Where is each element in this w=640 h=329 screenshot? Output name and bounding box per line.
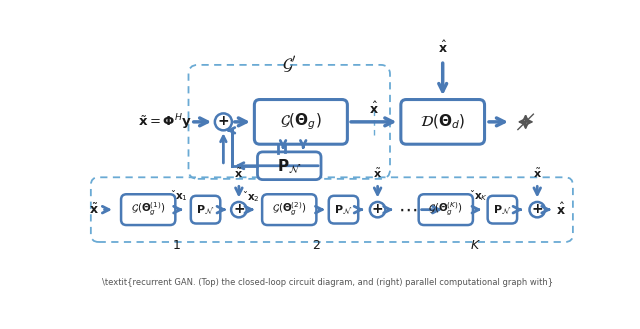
Text: $\mathbf{P}_{\mathcal{N}}$: $\mathbf{P}_{\mathcal{N}}$ [334,203,353,216]
Text: +: + [233,202,244,216]
Text: $\hat{\mathbf{x}}$: $\hat{\mathbf{x}}$ [369,101,379,117]
FancyBboxPatch shape [191,196,220,223]
Text: 2: 2 [312,239,320,252]
Text: $\mathcal{D}(\mathbf{\Theta}_d)$: $\mathcal{D}(\mathbf{\Theta}_d)$ [420,113,465,131]
Text: $\mathcal{G}(\mathbf{\Theta}_g)$: $\mathcal{G}(\mathbf{\Theta}_g)$ [280,112,322,132]
Text: $K$: $K$ [470,239,481,252]
FancyBboxPatch shape [401,100,484,144]
Text: $\check{\mathbf{x}}_1$: $\check{\mathbf{x}}_1$ [171,189,188,204]
Text: $\mathbf{P}_{\mathcal{N}}$: $\mathbf{P}_{\mathcal{N}}$ [493,203,511,216]
Text: $\tilde{\mathbf{x}}$: $\tilde{\mathbf{x}}$ [234,166,243,180]
FancyBboxPatch shape [329,196,358,223]
Text: $\hat{\mathbf{x}}$: $\hat{\mathbf{x}}$ [556,202,566,218]
Text: $\mathcal{G}(\mathbf{\Theta}_g^{(1)})$: $\mathcal{G}(\mathbf{\Theta}_g^{(1)})$ [131,201,166,218]
Text: 1: 1 [173,239,181,252]
Text: $\cdots$: $\cdots$ [397,200,417,219]
FancyBboxPatch shape [419,194,473,225]
Text: $\mathcal{G}(\mathbf{\Theta}_g^{(K)})$: $\mathcal{G}(\mathbf{\Theta}_g^{(K)})$ [428,201,463,218]
FancyBboxPatch shape [121,194,175,225]
Text: +: + [372,202,383,216]
Text: $\tilde{\mathbf{x}}$: $\tilde{\mathbf{x}}$ [90,202,99,217]
FancyBboxPatch shape [488,196,517,223]
Text: $\tilde{\mathbf{x}}$: $\tilde{\mathbf{x}}$ [532,166,541,180]
Text: $\tilde{\mathbf{x}} = \mathbf{\Phi}^H\mathbf{y}$: $\tilde{\mathbf{x}} = \mathbf{\Phi}^H\ma… [138,112,192,132]
Text: $\mathbf{P}_{\mathcal{N}}$: $\mathbf{P}_{\mathcal{N}}$ [277,157,301,175]
FancyBboxPatch shape [262,194,316,225]
Text: +: + [531,202,543,216]
Text: $\mathcal{G}(\mathbf{\Theta}_g^{(2)})$: $\mathcal{G}(\mathbf{\Theta}_g^{(2)})$ [272,201,307,218]
Text: $\hat{\mathbf{x}}$: $\hat{\mathbf{x}}$ [438,39,447,56]
Text: $\mathbf{P}_{\mathcal{N}}$: $\mathbf{P}_{\mathcal{N}}$ [196,203,215,216]
Text: $\mathcal{G}'$: $\mathcal{G}'$ [282,54,297,75]
Text: $\tilde{\mathbf{x}}$: $\tilde{\mathbf{x}}$ [373,166,382,180]
Text: +: + [218,114,229,129]
Text: \textit{recurrent GAN. (Top) the closed-loop circuit diagram, and (right) parall: \textit{recurrent GAN. (Top) the closed-… [102,278,554,287]
Text: $\check{\mathbf{x}}_K$: $\check{\mathbf{x}}_K$ [470,189,488,204]
FancyBboxPatch shape [257,152,321,180]
FancyBboxPatch shape [254,100,348,144]
Text: $\check{\mathbf{x}}_2$: $\check{\mathbf{x}}_2$ [243,190,260,204]
